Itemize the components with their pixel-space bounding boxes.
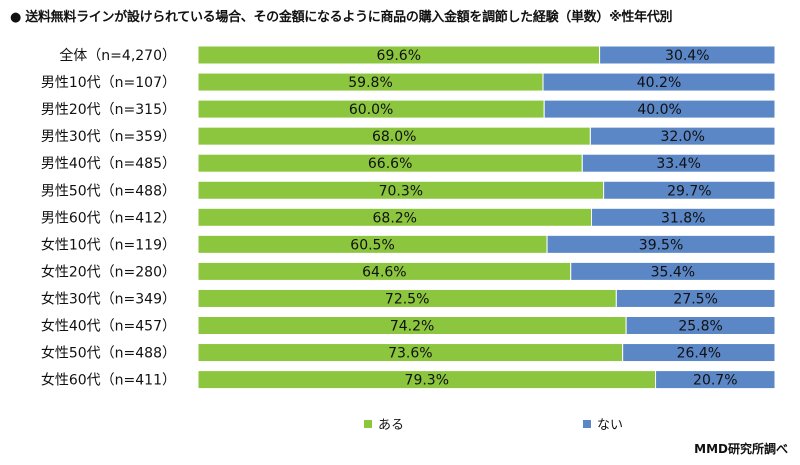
chart-title: ● 送料無料ラインが設けられている場合、その金額になるように商品の購入金額を調節… <box>10 10 673 25</box>
stacked-bar-chart: 全体（n=4,270） 69.6% 30.4% 男性10代（n=107） 59.8% 40… <box>41 45 776 390</box>
data-label-aru: 66.6% <box>368 156 412 172</box>
bar-segment-nai <box>589 126 776 146</box>
category-label: 男性60代（n=412） <box>41 210 176 226</box>
data-label-aru: 60.5% <box>350 237 394 253</box>
data-label-nai: 31.8% <box>661 210 705 226</box>
data-label-aru: 74.2% <box>390 319 434 335</box>
data-label-aru: 73.6% <box>388 346 432 362</box>
category-label: 女性50代（n=488） <box>41 345 176 362</box>
data-label-nai: 25.8% <box>678 319 722 335</box>
category-label: 女性30代（n=349） <box>41 290 176 307</box>
data-label-aru: 60.0% <box>349 102 393 118</box>
data-label-nai: 20.7% <box>693 373 737 389</box>
data-label-aru: 72.5% <box>385 291 429 307</box>
data-label-nai: 39.5% <box>639 237 683 253</box>
data-label-nai: 27.5% <box>673 291 717 307</box>
data-label-aru: 68.2% <box>373 210 417 226</box>
data-label-nai: 32.0% <box>660 129 704 145</box>
data-label-aru: 68.0% <box>372 129 416 145</box>
bar-segment-nai <box>591 207 776 227</box>
data-label-aru: 79.3% <box>405 373 449 389</box>
category-label: 女性10代（n=119） <box>41 236 176 253</box>
data-label-nai: 26.4% <box>677 346 721 362</box>
bar-segment-nai <box>599 45 776 65</box>
legend-label-nai: ない <box>597 418 624 433</box>
bar-segment-nai <box>546 234 776 254</box>
category-label: 女性60代（n=411） <box>41 372 176 389</box>
data-label-nai: 30.4% <box>665 48 709 64</box>
data-label-aru: 64.6% <box>362 264 406 280</box>
category-label: 全体（n=4,270） <box>59 47 176 64</box>
data-label-aru: 59.8% <box>348 75 392 91</box>
category-label: 女性40代（n=457） <box>41 318 176 335</box>
legend: ある ない <box>0 414 800 434</box>
source-credit: MMD研究所調べ <box>694 442 788 456</box>
bar-segment-nai <box>570 261 776 281</box>
legend-swatch-aru <box>364 419 372 428</box>
bar-segment-nai <box>543 99 776 119</box>
bar-segment-nai <box>625 316 776 335</box>
data-label-nai: 35.4% <box>651 264 695 280</box>
bar-segment-nai <box>603 180 776 200</box>
category-label: 男性40代（n=485） <box>41 156 176 172</box>
data-label-aru: 69.6% <box>377 48 421 64</box>
data-label-nai: 40.2% <box>637 75 681 91</box>
bar-segment-nai <box>622 343 776 363</box>
bar-segment-nai <box>542 72 776 92</box>
data-label-aru: 70.3% <box>379 183 423 199</box>
data-label-nai: 40.0% <box>637 102 681 118</box>
legend-item-nai: ない <box>583 414 623 433</box>
legend-label-aru: ある <box>378 418 405 433</box>
category-label: 男性20代（n=315） <box>41 102 176 118</box>
category-label: 男性50代（n=488） <box>41 183 176 199</box>
data-label-nai: 33.4% <box>656 156 700 172</box>
bar-segment-nai <box>655 370 776 390</box>
bar-segment-nai <box>581 153 776 173</box>
data-label-nai: 29.7% <box>667 183 711 199</box>
legend-swatch-nai <box>583 419 591 428</box>
bar-segment-nai <box>615 288 776 308</box>
category-label: 男性30代（n=359） <box>41 129 176 145</box>
legend-item-aru: ある <box>364 414 404 433</box>
category-label: 女性20代（n=280） <box>41 263 176 280</box>
category-label: 男性10代（n=107） <box>41 75 176 91</box>
